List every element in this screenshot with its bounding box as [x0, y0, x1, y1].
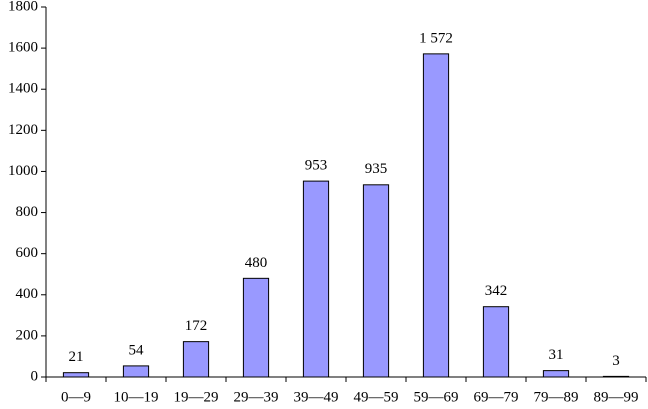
y-tick-label: 1800 — [8, 0, 38, 14]
y-tick-label: 800 — [16, 204, 39, 220]
bar — [482, 306, 510, 378]
data-label: 54 — [129, 342, 145, 358]
bar — [122, 365, 150, 378]
data-label: 953 — [305, 158, 328, 174]
data-label: 21 — [69, 349, 84, 365]
y-tick-label: 1600 — [8, 40, 38, 56]
bar — [62, 372, 90, 378]
x-tick-label: 0—9 — [61, 389, 91, 405]
bar — [422, 53, 450, 378]
data-label: 480 — [245, 255, 268, 271]
x-tick-label: 69—79 — [474, 389, 519, 405]
bar — [242, 277, 270, 378]
bar — [302, 180, 330, 378]
x-tick-label: 10—19 — [114, 389, 159, 405]
bar — [362, 184, 390, 378]
data-label: 342 — [485, 283, 508, 299]
data-label: 935 — [365, 161, 388, 177]
x-tick-label: 79—89 — [534, 389, 579, 405]
x-tick-label: 19—29 — [174, 389, 219, 405]
x-tick-label: 29—39 — [234, 389, 279, 405]
data-label: 172 — [185, 318, 208, 334]
y-tick-label: 1000 — [8, 163, 38, 179]
data-label: 3 — [612, 353, 620, 369]
data-label: 1 572 — [419, 30, 453, 46]
bar — [182, 341, 210, 378]
y-tick-label: 1200 — [8, 122, 38, 138]
bar — [602, 375, 630, 378]
y-tick-label: 400 — [16, 286, 39, 302]
x-tick-label: 89—99 — [594, 389, 639, 405]
y-tick-label: 1400 — [8, 81, 38, 97]
x-tick-label: 59—69 — [414, 389, 459, 405]
y-tick-label: 0 — [31, 368, 39, 384]
bar — [542, 370, 570, 378]
y-tick-label: 200 — [16, 327, 39, 343]
y-tick-label: 600 — [16, 245, 39, 261]
x-tick-label: 49—59 — [354, 389, 399, 405]
data-label: 31 — [549, 347, 564, 363]
x-tick-label: 39—49 — [294, 389, 339, 405]
